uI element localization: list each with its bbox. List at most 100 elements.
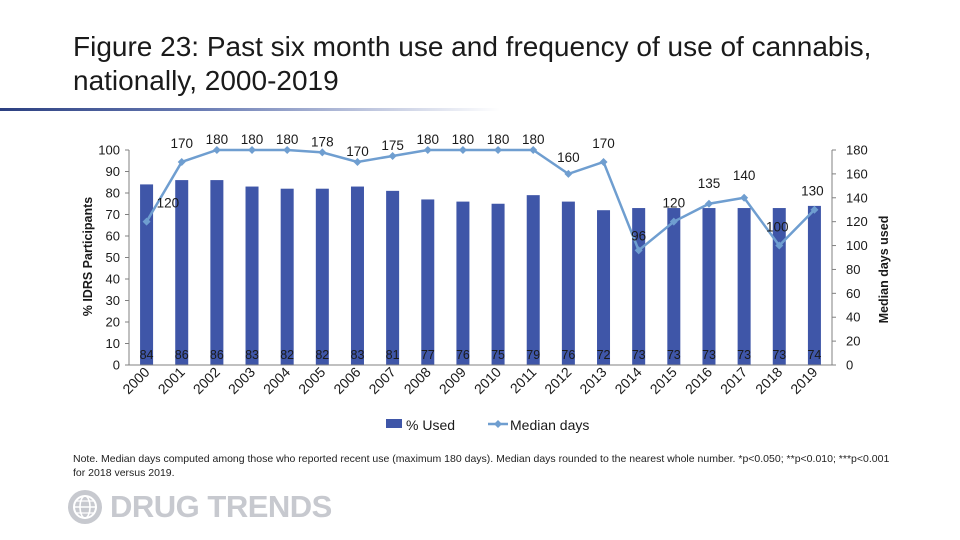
line-point-2002 [212,146,221,154]
right-tick-label-40: 40 [846,310,860,325]
line-value-label-2016: 135 [698,176,721,191]
bar-value-label-2012: 76 [561,348,575,362]
left-tick-label-20: 20 [106,315,120,330]
bar-value-label-2013: 72 [597,348,611,362]
left-tick-label-80: 80 [106,186,120,201]
right-tick-label-60: 60 [846,286,860,301]
bar-2019 [807,205,821,365]
x-tick-label-2016: 2016 [682,364,715,397]
bar-2004 [280,188,294,365]
x-tick-label-2007: 2007 [365,364,398,397]
line-point-2007 [388,151,397,160]
left-tick-label-90: 90 [106,164,120,179]
x-tick-label-2006: 2006 [330,364,363,397]
bar-value-label-2018: 73 [772,348,786,362]
logo-text: DRUG TRENDS [110,489,332,524]
left-tick-label-40: 40 [106,272,120,287]
line-point-2005 [318,148,327,157]
bar-value-label-2015: 73 [667,348,681,362]
bar-value-label-2017: 73 [737,348,751,362]
legend-label-used: % Used [406,417,455,433]
x-tick-label-2010: 2010 [471,364,504,397]
bar-2006 [350,186,364,365]
right-tick-label-160: 160 [846,166,868,181]
line-value-label-2019: 130 [801,184,824,199]
left-tick-label-50: 50 [106,250,120,265]
right-axis-title: Median days used [877,216,891,324]
left-tick-label-10: 10 [106,336,120,351]
line-point-2004 [283,146,292,154]
x-tick-label-2008: 2008 [401,364,434,397]
left-tick-label-60: 60 [106,229,120,244]
line-value-label-2003: 180 [241,132,264,147]
globe-icon [68,490,102,524]
left-tick-label-0: 0 [113,358,120,373]
line-point-2009 [458,146,467,154]
bar-value-label-2011: 79 [526,348,540,362]
line-value-label-2006: 170 [346,144,369,159]
bar-value-label-2016: 73 [702,348,716,362]
line-value-label-2012: 160 [557,150,580,165]
line-value-label-2014: 96 [631,228,646,243]
right-tick-label-80: 80 [846,262,860,277]
x-tick-label-2003: 2003 [225,364,258,397]
bar-2013 [597,210,611,365]
x-tick-label-2019: 2019 [787,364,820,397]
bar-2000 [140,184,154,365]
bar-value-label-2014: 73 [632,348,646,362]
bar-value-label-2006: 83 [351,348,365,362]
x-tick-label-2009: 2009 [436,364,469,397]
x-tick-label-2002: 2002 [190,364,223,397]
line-value-label-2018: 100 [766,220,789,235]
drug-trends-logo: DRUG TRENDS [66,487,332,527]
bar-value-label-2009: 76 [456,348,470,362]
line-point-2000 [142,217,151,226]
line-value-label-2009: 180 [452,132,475,147]
right-tick-label-100: 100 [846,238,868,253]
bar-2001 [175,180,189,365]
bar-value-label-2019: 74 [807,348,821,362]
line-point-2014 [634,246,643,255]
bar-2008 [421,199,435,365]
bar-2016 [702,208,716,365]
line-point-2016 [704,199,713,208]
x-tick-label-2017: 2017 [717,364,750,397]
chart-note: Note. Median days computed among those w… [73,453,890,479]
x-tick-label-2011: 2011 [507,364,540,397]
line-value-label-2001: 170 [170,136,193,151]
line-value-label-2005: 178 [311,134,334,149]
bar-2009 [456,201,470,365]
page-title: Figure 23: Past six month use and freque… [73,31,872,96]
bar-value-label-2008: 77 [421,348,435,362]
line-value-label-2011: 180 [522,132,545,147]
title-underline [0,108,500,111]
line-value-label-2015: 120 [663,196,686,211]
line-point-2008 [423,146,432,154]
bar-2010 [491,203,505,365]
right-tick-label-140: 140 [846,190,868,205]
bar-value-label-2007: 81 [386,348,400,362]
line-value-label-2000: 120 [157,196,180,211]
bar-value-label-2005: 82 [315,348,329,362]
bar-value-label-2001: 86 [175,348,189,362]
line-point-2001 [177,157,186,166]
line-point-2017 [740,193,749,202]
bar-value-label-2002: 86 [210,348,224,362]
bar-2011 [526,195,540,365]
right-tick-label-180: 180 [846,143,868,158]
left-tick-label-100: 100 [98,143,120,158]
line-point-2012 [564,169,573,178]
bar-2017 [737,208,751,365]
bar-value-label-2004: 82 [280,348,294,362]
x-tick-label-2000: 2000 [119,364,152,397]
legend-label-median: Median days [510,417,589,433]
line-point-2006 [353,157,362,166]
left-tick-label-70: 70 [106,207,120,222]
line-point-2013 [599,157,608,166]
legend-swatch-used [386,419,402,428]
line-point-2011 [529,146,538,154]
line-value-label-2008: 180 [417,132,440,147]
bar-value-label-2000: 84 [140,348,154,362]
right-tick-label-0: 0 [846,358,853,373]
